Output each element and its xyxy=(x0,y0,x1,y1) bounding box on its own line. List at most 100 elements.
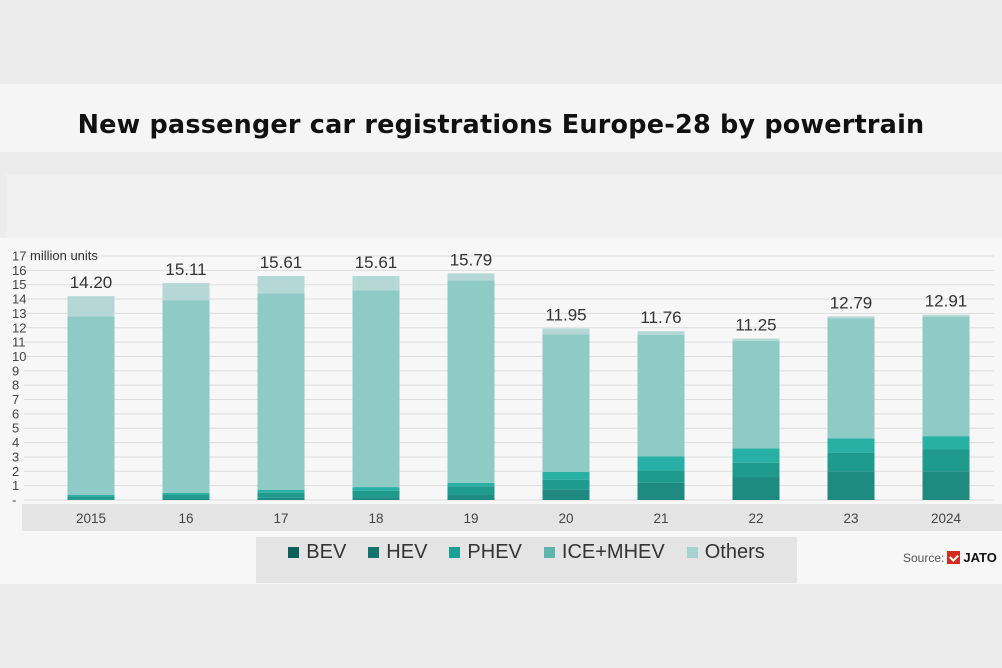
y-tick-label: 12 xyxy=(12,320,26,335)
bar-segment-phev xyxy=(827,438,875,453)
y-tick-label: 16 xyxy=(12,263,26,278)
bar-segment-bev xyxy=(637,482,685,500)
bar-segment-bev xyxy=(827,471,875,500)
bar-segment-others xyxy=(162,283,210,301)
bar-segment-bev xyxy=(257,497,305,500)
y-tick-label: 7 xyxy=(12,392,19,407)
bar-segment-phev xyxy=(447,482,495,487)
bar-segment-phev xyxy=(922,436,970,450)
total-label: 11.95 xyxy=(545,305,586,324)
legend-label: HEV xyxy=(386,540,428,563)
legend-label: BEV xyxy=(306,540,347,563)
bar-segment-ice-mhev xyxy=(732,340,780,449)
y-tick-label: 13 xyxy=(12,306,26,321)
x-tick-label: 17 xyxy=(273,511,288,526)
bar-segment-bev xyxy=(352,497,400,500)
x-tick-label: 20 xyxy=(558,511,573,526)
x-axis-ticks: 2015 16 17 18 19 20 21 22 23 2024 xyxy=(76,511,962,526)
bar-segment-others xyxy=(827,316,875,319)
total-label: 15.79 xyxy=(450,250,493,269)
source-brand: JATO xyxy=(963,550,997,565)
bar-segment-ice-mhev xyxy=(542,334,590,473)
bar-segment-ice-mhev xyxy=(637,334,685,457)
y-tick-label: 8 xyxy=(12,378,19,393)
bar-segment-others xyxy=(637,331,685,335)
legend-label: PHEV xyxy=(467,540,522,563)
bar-segment-phev xyxy=(162,492,210,495)
bar-segment-phev xyxy=(637,456,685,471)
total-label: 11.76 xyxy=(640,308,681,327)
total-label: 12.79 xyxy=(830,293,873,312)
bar-segment-hev xyxy=(257,492,305,498)
total-label: 15.61 xyxy=(260,253,303,272)
legend-swatch xyxy=(449,546,461,558)
bar-segment-others xyxy=(257,275,305,294)
total-label: 15.11 xyxy=(165,260,206,279)
x-tick-label: 2015 xyxy=(76,511,106,526)
y-tick-label: 15 xyxy=(12,277,26,292)
bar-segment-bev xyxy=(922,471,970,500)
bar-segment-hev xyxy=(352,490,400,498)
total-label: 14.20 xyxy=(70,273,113,292)
legend-label: Others xyxy=(704,540,765,563)
source-credit: Source: JATO xyxy=(903,550,997,565)
bar-segment-ice-mhev xyxy=(827,318,875,439)
y-tick-label: - xyxy=(12,493,16,508)
bar-segment-phev xyxy=(352,487,400,491)
bar-segment-others xyxy=(447,273,495,281)
legend-label: ICE+MHEV xyxy=(561,540,665,563)
bar-segment-phev xyxy=(67,494,115,497)
title-band xyxy=(0,84,1002,152)
total-label: 11.25 xyxy=(735,316,776,335)
y-tick-label: 17 xyxy=(12,249,26,264)
y-axis-unit-label: million units xyxy=(30,248,98,263)
bar-segment-phev xyxy=(732,448,780,463)
bar-segment-others xyxy=(352,275,400,291)
y-tick-label: 1 xyxy=(12,478,19,493)
bar-segment-bev xyxy=(732,477,780,500)
y-tick-label: 10 xyxy=(12,349,26,364)
x-tick-label: 23 xyxy=(843,511,858,526)
bar-segment-hev xyxy=(827,452,875,472)
legend-item: BEV xyxy=(288,541,346,564)
legend-item: Others xyxy=(686,540,765,564)
bar-segment-bev xyxy=(447,494,495,500)
legend-item: PHEV xyxy=(449,540,522,564)
y-tick-label: 9 xyxy=(12,363,19,378)
y-tick-label: 14 xyxy=(12,292,26,307)
legend-item: HEV xyxy=(368,541,427,564)
bar-segment-ice-mhev xyxy=(67,316,115,495)
jato-logo-icon xyxy=(947,551,961,564)
x-tick-label: 22 xyxy=(748,511,763,526)
bar-segment-ice-mhev xyxy=(352,290,400,488)
bar-segment-bev xyxy=(67,499,115,500)
bar-segment-hev xyxy=(732,462,780,478)
total-label: 12.91 xyxy=(925,292,968,311)
total-labels: 14.20 15.11 15.61 15.61 15.79 11.95 11.76 11.25… xyxy=(70,250,968,334)
y-tick-label: 3 xyxy=(12,449,19,464)
bar-segment-bev xyxy=(162,498,210,500)
bar-segment-hev xyxy=(447,486,495,495)
bar-segment-hev xyxy=(922,449,970,472)
x-tick-label: 19 xyxy=(463,511,478,526)
bar-segment-hev xyxy=(162,494,210,499)
y-tick-label: 6 xyxy=(12,406,19,421)
bar-segment-others xyxy=(732,338,780,341)
x-tick-label: 21 xyxy=(653,511,668,526)
bar-segment-hev xyxy=(542,479,590,490)
bar-segment-ice-mhev xyxy=(257,293,305,490)
y-tick-label: 2 xyxy=(12,464,19,479)
bar-segment-others xyxy=(67,296,115,317)
x-axis-band xyxy=(22,504,1002,531)
bar-segment-others xyxy=(542,328,590,335)
y-tick-label: 5 xyxy=(12,421,19,436)
bar-segment-hev xyxy=(637,470,685,483)
bars xyxy=(67,273,970,500)
legend: BEV HEV PHEV ICE+MHEV Others xyxy=(256,537,797,583)
bar-segment-ice-mhev xyxy=(922,317,970,437)
legend-swatch xyxy=(543,546,555,558)
y-tick-label: 4 xyxy=(12,435,19,450)
legend-item: ICE+MHEV xyxy=(543,540,665,564)
